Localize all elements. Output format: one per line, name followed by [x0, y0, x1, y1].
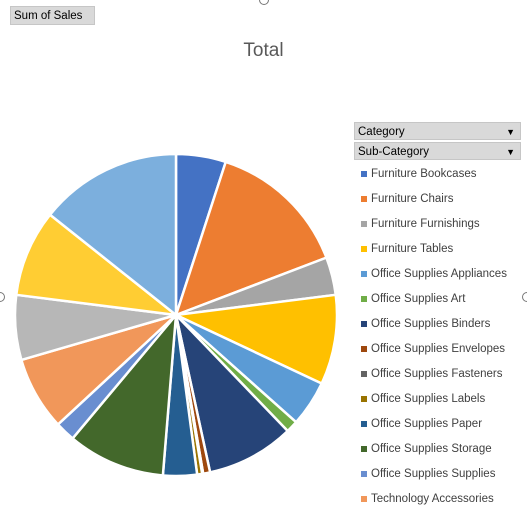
legend-swatch	[361, 296, 367, 302]
legend-label: Office Supplies Storage	[371, 443, 492, 455]
category-field-button[interactable]: Category ▼	[354, 122, 521, 140]
legend-label: Office Supplies Appliances	[371, 268, 507, 280]
pie-slice-technology-machines[interactable]	[15, 213, 178, 317]
legend-label: Furniture Bookcases	[371, 168, 477, 180]
legend-label: Office Supplies Fasteners	[371, 368, 503, 380]
legend-swatch	[361, 446, 367, 452]
chart-title: Total	[243, 40, 284, 61]
legend-label: Office Supplies Labels	[371, 393, 486, 405]
sub-category-field-label: Sub-Category	[358, 146, 429, 158]
legend-label: Office Supplies Envelopes	[371, 343, 506, 355]
legend-label: Office Supplies Supplies	[371, 468, 496, 480]
legend-swatch	[361, 196, 367, 202]
pie-slice-furniture-tables[interactable]	[174, 293, 339, 385]
category-field-label: Category	[358, 126, 405, 138]
legend-label: Technology Accessories	[371, 493, 494, 505]
chart-resize-handle-right[interactable]	[522, 292, 527, 302]
legend-swatch	[361, 321, 367, 327]
pie-slice-office-supplies-storage[interactable]	[71, 313, 178, 477]
legend-label: Office Supplies Art	[371, 293, 466, 305]
legend-swatch	[361, 271, 367, 277]
pie-slice-technology-phones[interactable]	[48, 152, 178, 317]
legend-swatch	[361, 496, 367, 502]
dropdown-arrow-icon: ▼	[506, 127, 515, 137]
pie-slice-furniture-chairs[interactable]	[174, 160, 328, 317]
legend-label: Furniture Tables	[371, 243, 454, 255]
dropdown-arrow-icon: ▼	[506, 147, 515, 157]
legend-label: Furniture Furnishings	[371, 218, 480, 230]
legend-label: Office Supplies Paper	[371, 418, 483, 430]
legend-swatch	[361, 371, 367, 377]
legend-swatch	[361, 246, 367, 252]
legend-swatch	[361, 396, 367, 402]
legend-swatch	[361, 221, 367, 227]
legend-swatch	[361, 421, 367, 427]
legend-swatch	[361, 171, 367, 177]
sub-category-field-button[interactable]: Sub-Category ▼	[354, 142, 521, 160]
sum-of-sales-label: Sum of Sales	[14, 10, 83, 22]
legend-label: Furniture Chairs	[371, 193, 454, 205]
legend-swatch	[361, 346, 367, 352]
legend-label: Office Supplies Binders	[371, 318, 491, 330]
sum-of-sales-field-button[interactable]: Sum of Sales	[10, 6, 95, 25]
pie-slice-office-supplies-binders[interactable]	[174, 313, 289, 474]
legend-swatch	[361, 471, 367, 477]
